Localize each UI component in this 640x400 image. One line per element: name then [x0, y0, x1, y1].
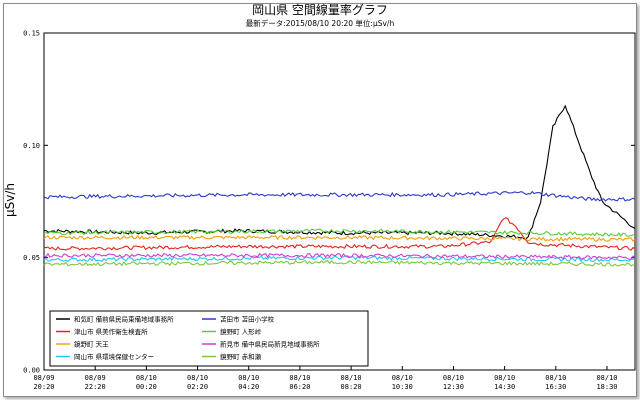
x-tick-time: 02:20: [187, 383, 208, 391]
series-lines: [43, 104, 636, 267]
y-tick-label: 0.00: [23, 367, 40, 375]
x-tick-date: 08/10: [187, 374, 208, 382]
x-tick-time: 10:30: [392, 383, 413, 391]
legend-label: 岡山市 県環境保健センター: [74, 352, 154, 361]
series-line-0: [43, 104, 636, 240]
x-tick-date: 08/10: [443, 374, 464, 382]
chart-subtitle: 最新データ:2015/08/10 20:20 単位:μSv/h: [246, 18, 395, 28]
x-tick-date: 08/10: [545, 374, 566, 382]
x-tick-time: 04:20: [238, 383, 259, 391]
legend-label: 和気町 備前県民局東備地域事務所: [74, 315, 174, 324]
chart-title: 岡山県 空間線量率グラフ: [252, 2, 388, 17]
series-line-4: [43, 190, 636, 202]
x-tick-date: 08/10: [238, 374, 259, 382]
x-tick-time: 16:30: [545, 383, 566, 391]
y-axis-label: μSv/h: [3, 183, 17, 217]
plot-area: [43, 32, 636, 371]
y-tick-label: 0.15: [23, 30, 40, 38]
series-line-5: [43, 228, 636, 238]
x-tick-time: 22:20: [85, 383, 106, 391]
x-tick-time: 06:20: [289, 383, 310, 391]
series-line-7: [43, 259, 636, 267]
legend-label: 新見市 備中県民局新見地域事務所: [220, 340, 320, 349]
series-line-6: [43, 252, 636, 260]
x-axis: 08/0920:2008/0922:2008/1000:2008/1002:20…: [33, 366, 618, 391]
x-tick-time: 18:30: [596, 383, 617, 391]
x-tick-time: 00:20: [136, 383, 157, 391]
x-tick-date: 08/10: [289, 374, 310, 382]
x-tick-time: 20:20: [33, 383, 54, 391]
legend-label: 鏡野町 人形峠: [220, 327, 262, 336]
x-tick-date: 08/10: [392, 374, 413, 382]
x-tick-date: 08/09: [85, 374, 106, 382]
x-tick-time: 12:30: [443, 383, 464, 391]
x-tick-time: 14:30: [494, 383, 515, 391]
x-tick-date: 08/10: [341, 374, 362, 382]
legend-label: 鏡野町 天王: [74, 340, 109, 349]
series-line-2: [43, 234, 636, 242]
series-line-3: [44, 255, 636, 263]
x-tick-time: 08:20: [341, 383, 362, 391]
legend-label: 苫田市 苫田小学校: [220, 315, 275, 324]
x-tick-date: 08/10: [596, 374, 617, 382]
y-tick-label: 0.10: [23, 142, 40, 150]
x-tick-date: 08/10: [136, 374, 157, 382]
series-line-1: [43, 217, 636, 251]
legend-label: 鏡野町 赤和瀬: [220, 352, 262, 361]
y-tick-label: 0.05: [23, 254, 40, 262]
legend-label: 津山市 県美作衛生検査所: [74, 327, 148, 336]
x-tick-date: 08/10: [494, 374, 515, 382]
x-tick-date: 08/09: [33, 374, 54, 382]
